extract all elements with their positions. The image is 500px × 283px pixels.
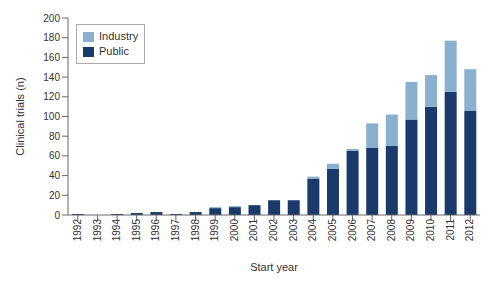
- svg-text:1994: 1994: [111, 219, 122, 242]
- svg-text:140: 140: [43, 72, 60, 83]
- svg-text:Clinical trials (n): Clinical trials (n): [14, 77, 26, 155]
- svg-text:2002: 2002: [268, 219, 279, 242]
- svg-text:200: 200: [43, 13, 60, 24]
- svg-text:80: 80: [49, 131, 61, 142]
- svg-text:2004: 2004: [307, 219, 318, 242]
- svg-text:2010: 2010: [425, 219, 436, 242]
- svg-text:180: 180: [43, 32, 60, 43]
- svg-text:100: 100: [43, 111, 60, 122]
- svg-text:1996: 1996: [150, 219, 161, 242]
- svg-text:2009: 2009: [405, 219, 416, 242]
- svg-text:40: 40: [49, 170, 61, 181]
- svg-text:160: 160: [43, 52, 60, 63]
- svg-text:2011: 2011: [445, 219, 456, 241]
- svg-text:Start year: Start year: [250, 261, 298, 273]
- svg-text:2003: 2003: [288, 219, 299, 242]
- svg-text:2006: 2006: [347, 219, 358, 242]
- svg-text:120: 120: [43, 91, 60, 102]
- html-text:Industry: Industry: [99, 30, 139, 42]
- html-text:Public: Public: [99, 45, 129, 57]
- svg-text:1992: 1992: [72, 219, 83, 242]
- svg-text:1997: 1997: [170, 219, 181, 242]
- svg-text:0: 0: [54, 210, 60, 221]
- svg-text:2000: 2000: [229, 219, 240, 242]
- svg-text:1995: 1995: [131, 219, 142, 242]
- svg-text:1999: 1999: [209, 219, 220, 242]
- svg-text:2012: 2012: [464, 219, 475, 242]
- svg-text:60: 60: [49, 150, 61, 161]
- svg-text:1998: 1998: [190, 219, 201, 242]
- svg-text:2008: 2008: [386, 219, 397, 242]
- svg-text:20: 20: [49, 190, 61, 201]
- svg-text:1993: 1993: [92, 219, 103, 242]
- svg-text:2005: 2005: [327, 219, 338, 242]
- svg-text:2007: 2007: [366, 219, 377, 242]
- svg-text:2001: 2001: [248, 219, 259, 242]
